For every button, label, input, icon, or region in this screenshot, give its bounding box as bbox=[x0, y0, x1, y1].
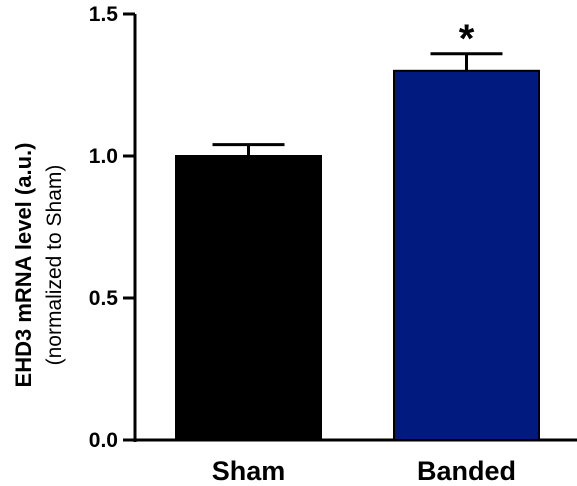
y-tick-label-0: 0.0 bbox=[89, 429, 118, 452]
y-tick-label-2: 1.0 bbox=[89, 145, 118, 168]
x-category-label-sham: Sham bbox=[212, 456, 286, 486]
y-axis-label: EHD3 mRNA level (a.u.) bbox=[11, 143, 36, 388]
y-tick-label-1: 0.5 bbox=[89, 287, 119, 310]
bar-sham bbox=[175, 155, 322, 441]
labels: 0.0 0.5 1.0 1.5 Sham Banded * bbox=[89, 3, 516, 486]
x-category-label-banded: Banded bbox=[417, 456, 516, 486]
bars bbox=[175, 52, 540, 442]
significance-marker-banded: * bbox=[459, 17, 475, 61]
bar-banded bbox=[393, 69, 540, 442]
y-tick-label-3: 1.5 bbox=[89, 3, 119, 26]
y-axis-sublabel: (normalized to Sham) bbox=[43, 165, 66, 366]
y-axis-label-group: EHD3 mRNA level (a.u.) (normalized to Sh… bbox=[11, 143, 66, 388]
